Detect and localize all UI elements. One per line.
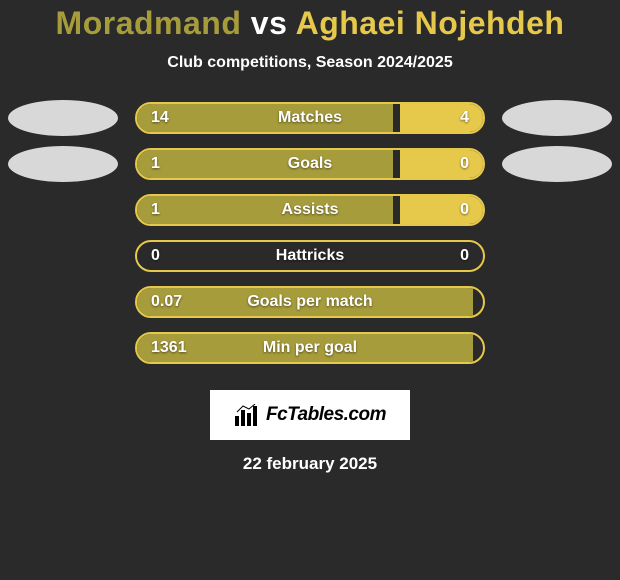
stat-label: Hattricks bbox=[276, 247, 344, 265]
jersey-left-icon bbox=[8, 146, 118, 182]
vs-label: vs bbox=[251, 5, 288, 41]
bar-left bbox=[137, 150, 393, 178]
stat-label: Matches bbox=[278, 109, 342, 127]
value-left: 0 bbox=[151, 247, 160, 265]
jersey-left-icon bbox=[8, 100, 118, 136]
bar-left bbox=[137, 104, 393, 132]
bar-right bbox=[400, 150, 483, 178]
stat-label: Goals bbox=[288, 155, 332, 173]
value-right: 0 bbox=[460, 247, 469, 265]
jersey-right-icon bbox=[502, 100, 612, 136]
stats-rows: 14 4 Matches 1 0 Goals 1 0 Assists 0 0 Hattricks 0.0… bbox=[0, 102, 620, 378]
badge-text: FcTables.com bbox=[266, 404, 386, 426]
bar-left bbox=[137, 196, 393, 224]
value-left: 1361 bbox=[151, 339, 187, 357]
value-left: 1 bbox=[151, 201, 160, 219]
bar-track: 1361 Min per goal bbox=[135, 332, 485, 364]
value-right: 4 bbox=[460, 109, 469, 127]
stat-row: 1361 Min per goal bbox=[0, 332, 620, 378]
stat-row: 0 0 Hattricks bbox=[0, 240, 620, 286]
comparison-title: Moradmand vs Aghaei Nojehdeh bbox=[0, 5, 620, 42]
value-left: 14 bbox=[151, 109, 169, 127]
value-left: 0.07 bbox=[151, 293, 182, 311]
jersey-right-icon bbox=[502, 146, 612, 182]
stat-row: 1 0 Goals bbox=[0, 148, 620, 194]
stat-label: Assists bbox=[282, 201, 339, 219]
value-right: 0 bbox=[460, 201, 469, 219]
value-right: 0 bbox=[460, 155, 469, 173]
date-label: 22 february 2025 bbox=[0, 454, 620, 474]
bar-right bbox=[400, 104, 483, 132]
stat-label: Min per goal bbox=[263, 339, 357, 357]
bar-track: 0.07 Goals per match bbox=[135, 286, 485, 318]
fctables-badge: FcTables.com bbox=[210, 390, 410, 440]
bar-track: 0 0 Hattricks bbox=[135, 240, 485, 272]
player1-name: Moradmand bbox=[56, 5, 242, 41]
stat-row: 14 4 Matches bbox=[0, 102, 620, 148]
stat-label: Goals per match bbox=[247, 293, 372, 311]
bar-track: 14 4 Matches bbox=[135, 102, 485, 134]
stat-row: 0.07 Goals per match bbox=[0, 286, 620, 332]
bar-right bbox=[400, 196, 483, 224]
player2-name: Aghaei Nojehdeh bbox=[296, 5, 565, 41]
subtitle: Club competitions, Season 2024/2025 bbox=[0, 54, 620, 72]
stat-row: 1 0 Assists bbox=[0, 194, 620, 240]
bar-track: 1 0 Assists bbox=[135, 194, 485, 226]
bar-track: 1 0 Goals bbox=[135, 148, 485, 180]
value-left: 1 bbox=[151, 155, 160, 173]
chart-icon bbox=[234, 404, 260, 426]
